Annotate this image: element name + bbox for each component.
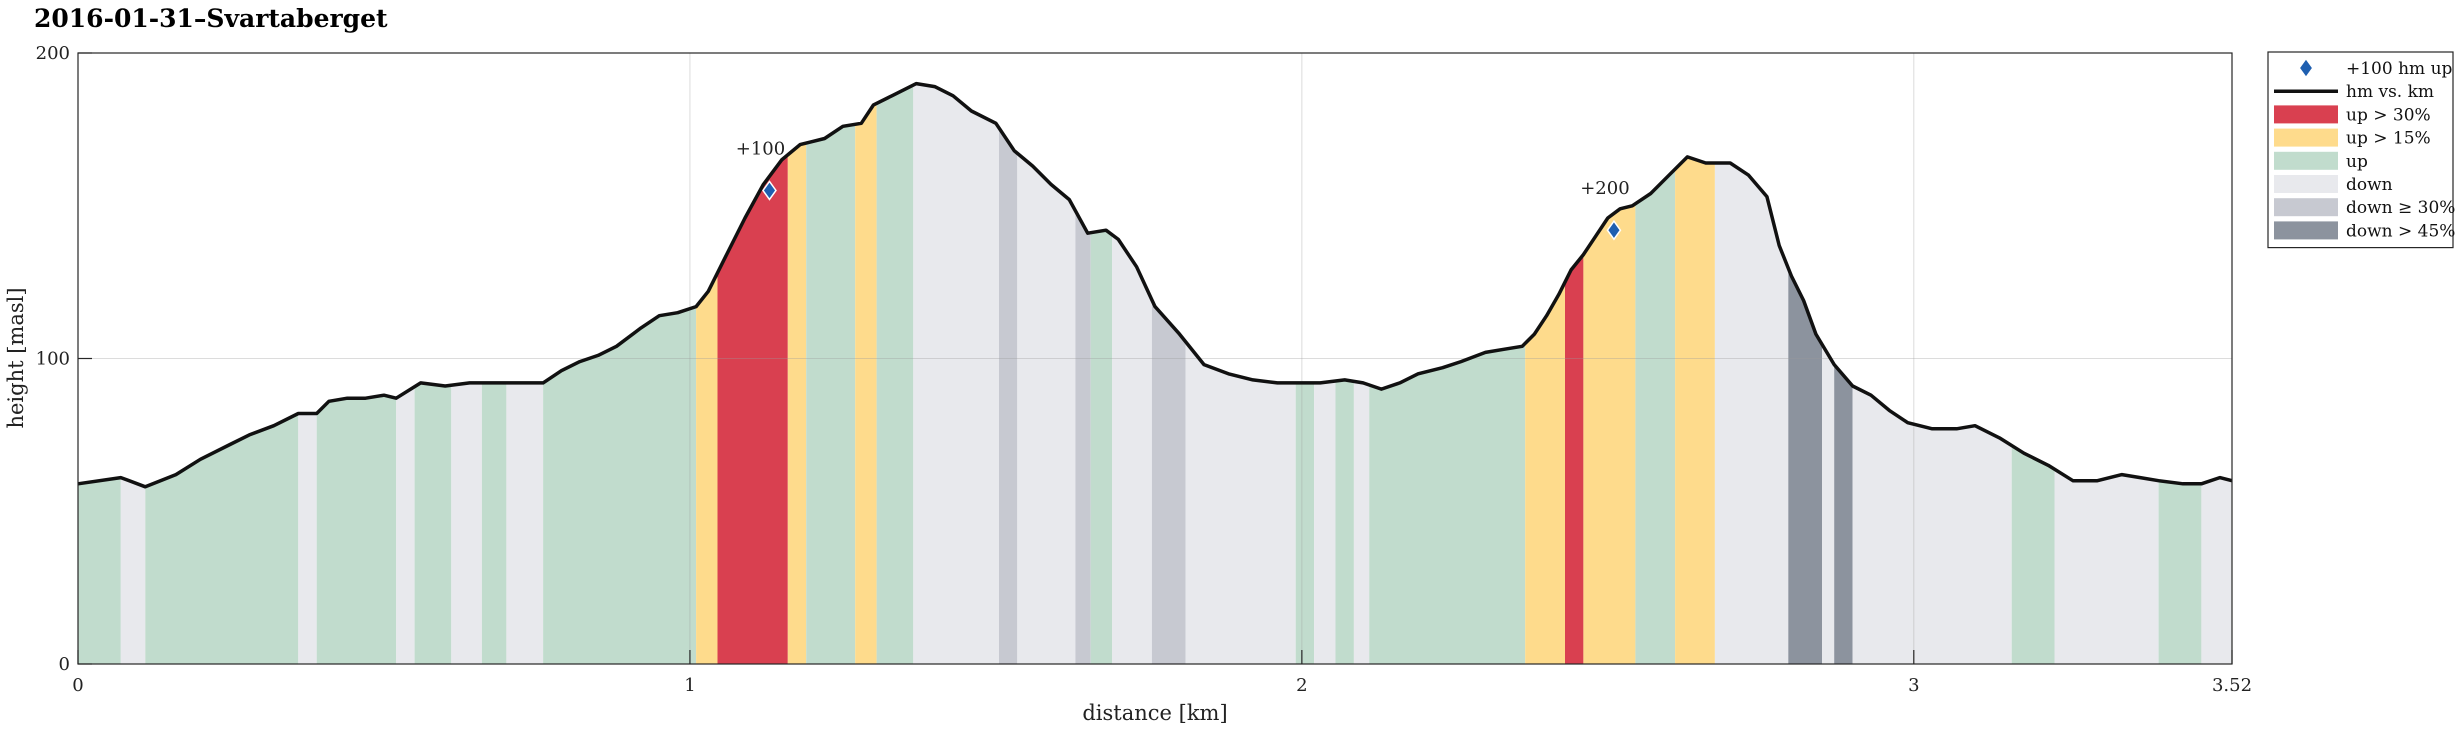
band-down-9 bbox=[506, 382, 544, 664]
band-up-4 bbox=[316, 395, 397, 664]
band-up-14 bbox=[806, 124, 856, 665]
band-down-19 bbox=[1017, 153, 1076, 665]
band-down-5 bbox=[396, 386, 415, 664]
band-up-0 bbox=[78, 477, 121, 664]
x-tick-label-0: 0 bbox=[72, 675, 83, 696]
band-up-16 bbox=[876, 85, 914, 665]
legend-swatch-down bbox=[2274, 175, 2338, 193]
x-tick-label-4: 3.52 bbox=[2212, 675, 2252, 696]
x-tick-label-1: 1 bbox=[684, 675, 695, 696]
band-up-2 bbox=[145, 413, 299, 664]
band-down-43 bbox=[2201, 477, 2232, 664]
climb-marker-0 bbox=[762, 180, 777, 201]
band-down45-38 bbox=[1834, 364, 1853, 664]
band-down-26 bbox=[1314, 381, 1336, 664]
grid-lines bbox=[78, 53, 2232, 664]
band-up-29 bbox=[1369, 343, 1526, 664]
band-up-6 bbox=[414, 382, 452, 664]
gradient-bands bbox=[78, 83, 2232, 665]
band-down-35 bbox=[1714, 163, 1789, 664]
band-down-3 bbox=[298, 413, 317, 664]
climb-marker-label-1: +200 bbox=[1580, 178, 1629, 199]
legend-swatch-down45 bbox=[2274, 221, 2338, 240]
band-down45-36 bbox=[1788, 268, 1822, 664]
band-down-1 bbox=[120, 477, 146, 664]
band-up30-31 bbox=[1565, 254, 1584, 664]
band-down30-23 bbox=[1151, 299, 1186, 664]
elevation-profile bbox=[77, 81, 2233, 489]
x-axis-label: distance [km] bbox=[1082, 701, 1227, 725]
band-up15-34 bbox=[1675, 156, 1715, 664]
band-up30-12 bbox=[717, 154, 788, 665]
band-up15-13 bbox=[787, 143, 807, 665]
band-down-24 bbox=[1185, 341, 1296, 664]
climb-markers: +100 +200 bbox=[736, 138, 1630, 241]
band-up-27 bbox=[1335, 379, 1354, 664]
band-up-8 bbox=[481, 382, 507, 664]
legend-label-up30: up > 30% bbox=[2346, 105, 2431, 125]
band-up-21 bbox=[1090, 230, 1113, 664]
band-down30-20 bbox=[1075, 210, 1091, 665]
band-down30-18 bbox=[999, 127, 1018, 665]
x-tick-label-3: 3 bbox=[1908, 675, 1919, 696]
band-down-41 bbox=[2054, 469, 2159, 664]
legend-label-line: hm vs. km bbox=[2346, 82, 2434, 102]
legend-swatch-marker bbox=[2298, 58, 2314, 78]
band-up15-32 bbox=[1583, 203, 1636, 664]
y-tick-label-1: 100 bbox=[36, 349, 70, 370]
legend-label-down30: down ≥ 30% bbox=[2346, 198, 2455, 218]
band-up15-30 bbox=[1525, 282, 1565, 664]
axes: 0 1 2 3 3.52 0 100 200 bbox=[36, 43, 2252, 696]
legend-label-down45: down > 45% bbox=[2346, 221, 2455, 241]
legend-label-down: down bbox=[2346, 175, 2393, 195]
climb-marker-1 bbox=[1606, 219, 1622, 241]
y-tick-label-0: 0 bbox=[59, 654, 70, 675]
band-down-22 bbox=[1112, 234, 1152, 665]
band-down-28 bbox=[1353, 381, 1370, 664]
band-down-7 bbox=[451, 382, 482, 664]
y-axis-label: height [masl] bbox=[4, 287, 28, 428]
band-down-37 bbox=[1822, 344, 1835, 664]
band-up-33 bbox=[1635, 169, 1676, 664]
legend-label-up: up bbox=[2346, 152, 2368, 172]
legend-swatch-up30 bbox=[2274, 105, 2338, 124]
band-up15-11 bbox=[696, 273, 718, 664]
y-tick-label-2: 200 bbox=[36, 43, 70, 64]
x-tick-label-2: 2 bbox=[1296, 675, 1307, 696]
legend-swatch-up15 bbox=[2274, 128, 2338, 147]
band-down-17 bbox=[913, 83, 999, 665]
legend-swatch-up bbox=[2274, 151, 2338, 170]
legend-swatch-down30 bbox=[2274, 198, 2338, 217]
climb-marker-label-0: +100 bbox=[736, 138, 785, 159]
band-up-25 bbox=[1295, 382, 1315, 664]
legend-label-marker: +100 hm up bbox=[2346, 59, 2453, 79]
legend: +100 hm up hm vs. km up > 30% up > 15% up dow… bbox=[2267, 51, 2455, 249]
chart-title: 2016-01-31–Svartaberget bbox=[34, 4, 388, 33]
band-down-39 bbox=[1852, 386, 2012, 664]
band-up15-15 bbox=[855, 103, 877, 664]
legend-label-up15: up > 15% bbox=[2346, 129, 2431, 149]
band-up-42 bbox=[2158, 480, 2202, 664]
band-up-40 bbox=[2011, 445, 2055, 664]
profile-line bbox=[77, 81, 2233, 489]
band-up-10 bbox=[543, 306, 697, 664]
